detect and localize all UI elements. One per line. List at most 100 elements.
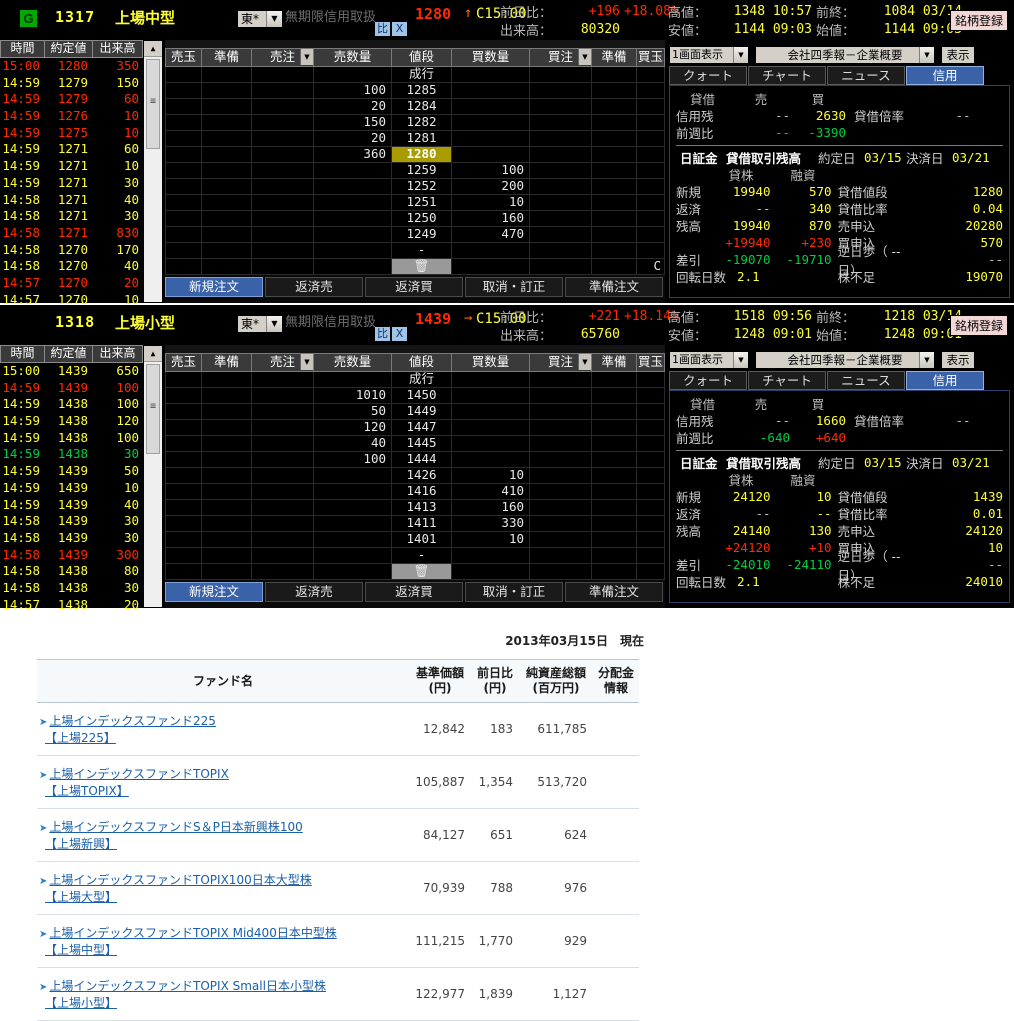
register-stock-button[interactable]: 銘柄登録	[949, 10, 1008, 31]
buy-position-cell[interactable]	[636, 404, 665, 420]
book-row[interactable]: 1413 160	[165, 500, 665, 516]
price-cell[interactable]: 成行	[391, 372, 451, 388]
buy-prep-cell[interactable]	[591, 227, 636, 243]
info-tab[interactable]: チャート	[748, 66, 826, 85]
buy-prep-cell[interactable]	[591, 468, 636, 484]
price-cell[interactable]: 1447	[391, 420, 451, 436]
sell-order-cell[interactable]	[251, 500, 313, 516]
book-row-trash[interactable]: 🗑	[165, 564, 665, 580]
buy-order-cell[interactable]	[529, 195, 591, 211]
tick-scrollbar[interactable]: ▲	[143, 345, 163, 608]
buy-qty-cell[interactable]	[451, 564, 529, 580]
buy-qty-cell[interactable]	[451, 131, 529, 147]
price-cell[interactable]: 1252	[391, 179, 451, 195]
book-row[interactable]: 1249 470	[165, 227, 665, 243]
book-row[interactable]: 150 1282	[165, 115, 665, 131]
sell-position-cell[interactable]	[165, 452, 201, 468]
buy-order-cell[interactable]	[529, 131, 591, 147]
buy-qty-cell[interactable]	[451, 372, 529, 388]
buy-position-cell[interactable]	[636, 179, 665, 195]
book-row[interactable]: 1010 1450	[165, 388, 665, 404]
buy-order-cell[interactable]	[529, 227, 591, 243]
buy-prep-cell[interactable]	[591, 372, 636, 388]
buy-position-cell[interactable]	[636, 147, 665, 163]
buy-position-cell[interactable]	[636, 83, 665, 99]
book-col-header[interactable]: 買注 ▼	[529, 48, 591, 67]
book-row[interactable]: 100 1285	[165, 83, 665, 99]
price-cell[interactable]: 1284	[391, 99, 451, 115]
buy-qty-cell[interactable]: 410	[451, 484, 529, 500]
book-col-header[interactable]: 売数量	[313, 353, 391, 372]
buy-prep-cell[interactable]	[591, 211, 636, 227]
buy-order-cell[interactable]	[529, 484, 591, 500]
fund-link[interactable]: 上場インデックスファンドTOPIX Small日本小型株	[49, 979, 326, 993]
buy-prep-cell[interactable]	[591, 131, 636, 147]
close-tag-button[interactable]: X	[392, 22, 407, 36]
sell-qty-cell[interactable]	[313, 67, 391, 83]
book-row[interactable]: 成行	[165, 372, 665, 388]
info-tab[interactable]: 信用	[906, 66, 984, 85]
buy-prep-cell[interactable]	[591, 259, 636, 275]
buy-order-cell[interactable]	[529, 420, 591, 436]
sell-position-cell[interactable]	[165, 179, 201, 195]
scroll-up-icon[interactable]: ▲	[144, 346, 162, 362]
sell-prep-cell[interactable]	[201, 548, 251, 564]
sell-position-cell[interactable]	[165, 147, 201, 163]
book-row[interactable]: 1426 10	[165, 468, 665, 484]
buy-prep-cell[interactable]	[591, 404, 636, 420]
sell-prep-cell[interactable]	[201, 532, 251, 548]
fund-name-cell[interactable]: ➤ 上場インデックスファンドTOPIX Small日本小型株 【上場小型】	[37, 967, 409, 1021]
sell-position-cell[interactable]	[165, 131, 201, 147]
scroll-up-icon[interactable]: ▲	[144, 41, 162, 57]
buy-order-cell[interactable]	[529, 179, 591, 195]
sell-position-cell[interactable]	[165, 372, 201, 388]
book-col-header[interactable]: 買数量	[451, 353, 529, 372]
scrollbar-thumb[interactable]	[146, 364, 160, 454]
sell-prep-cell[interactable]	[201, 163, 251, 179]
sell-position-cell[interactable]	[165, 468, 201, 484]
sell-position-cell[interactable]	[165, 420, 201, 436]
sell-prep-cell[interactable]	[201, 67, 251, 83]
buy-position-cell[interactable]	[636, 500, 665, 516]
price-cell[interactable]: 1285	[391, 83, 451, 99]
book-col-header[interactable]: 値段	[391, 353, 451, 372]
buy-qty-cell[interactable]	[451, 436, 529, 452]
buy-order-cell[interactable]	[529, 67, 591, 83]
sell-position-cell[interactable]	[165, 436, 201, 452]
buy-order-cell[interactable]	[529, 115, 591, 131]
buy-order-cell[interactable]	[529, 468, 591, 484]
book-row[interactable]: 50 1449	[165, 404, 665, 420]
order-button[interactable]: 取消・訂正	[465, 582, 563, 602]
sell-position-cell[interactable]	[165, 243, 201, 259]
chevron-down-icon[interactable]: ▼	[733, 46, 748, 63]
book-col-header[interactable]: 準備	[591, 48, 636, 67]
sell-qty-cell[interactable]	[313, 372, 391, 388]
price-cell[interactable]: 1450	[391, 388, 451, 404]
fund-name-cell[interactable]: ➤ 上場インデックスファンドTOPIX 【上場TOPIX】	[37, 755, 409, 809]
book-row[interactable]: 1250 160	[165, 211, 665, 227]
buy-prep-cell[interactable]	[591, 115, 636, 131]
buy-order-cell[interactable]	[529, 404, 591, 420]
buy-qty-cell[interactable]	[451, 388, 529, 404]
compare-tag-button[interactable]: 比	[375, 22, 390, 36]
buy-qty-cell[interactable]: 10	[451, 532, 529, 548]
buy-order-cell[interactable]	[529, 532, 591, 548]
buy-order-cell[interactable]	[529, 243, 591, 259]
table-row[interactable]: ➤ 上場インデックスファンドTOPIX100日本大型株 【上場大型】 70,939…	[37, 861, 639, 915]
fund-name-cell[interactable]: ➤ 上場インデックスファンドTOPIX Mid400日本中型株 【上場中型】	[37, 914, 409, 968]
sell-prep-cell[interactable]	[201, 179, 251, 195]
sell-order-cell[interactable]	[251, 195, 313, 211]
sell-prep-cell[interactable]	[201, 115, 251, 131]
sell-qty-cell[interactable]: 50	[313, 404, 391, 420]
scrollbar-thumb[interactable]	[146, 59, 160, 149]
order-button[interactable]: 準備注文	[565, 277, 663, 297]
sell-qty-cell[interactable]	[313, 259, 391, 275]
table-row[interactable]: ➤ 上場インデックスファンドTOPIX Mid400日本中型株 【上場中型】 11…	[37, 914, 639, 968]
market-select[interactable]: 東* ▼	[237, 315, 283, 333]
trash-icon[interactable]: 🗑	[391, 564, 451, 580]
buy-qty-cell[interactable]	[451, 420, 529, 436]
book-col-header[interactable]: 準備	[201, 48, 251, 67]
fund-alias-link[interactable]: 【上場新興】	[45, 837, 118, 851]
order-button[interactable]: 返済買	[365, 277, 463, 297]
buy-qty-cell[interactable]: 160	[451, 211, 529, 227]
